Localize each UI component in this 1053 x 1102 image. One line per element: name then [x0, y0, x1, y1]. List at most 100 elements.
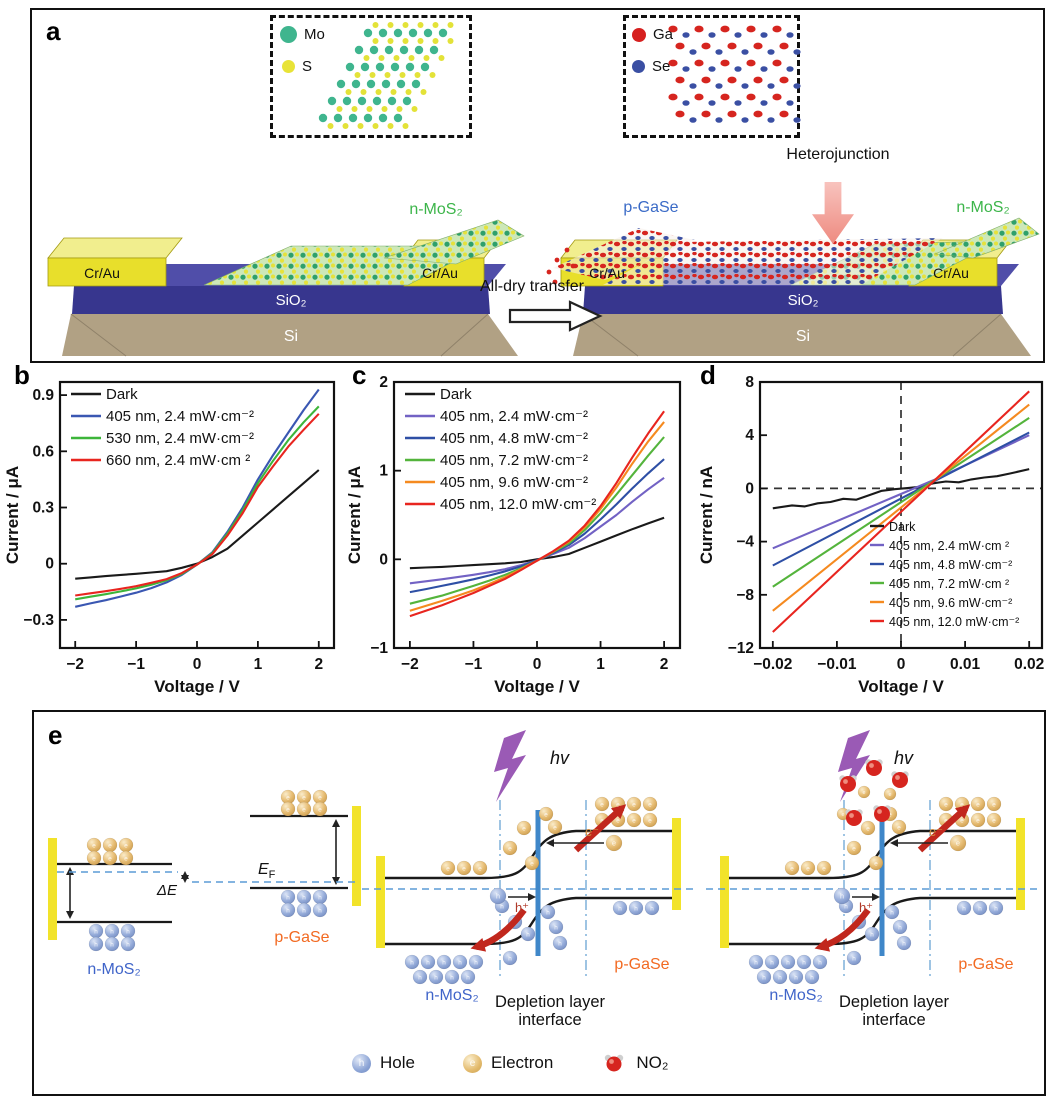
- lightning-icon: [838, 730, 870, 802]
- hole-ball: h: [410, 959, 414, 966]
- electron-ball: e: [960, 817, 964, 824]
- x-tick: 0: [897, 656, 906, 673]
- series-405 nm, 12.0 mW·cm⁻²: [772, 390, 1030, 633]
- legend-item-ga: Ga: [632, 26, 673, 43]
- legend-entry: 405 nm, 7.2 mW·cm⁻²: [440, 452, 588, 469]
- electron-ball: e: [616, 817, 620, 824]
- electron-ball: e: [944, 817, 948, 824]
- hole-ball: h: [554, 924, 558, 931]
- hole-ball: h: [650, 905, 654, 912]
- legend-item-hole: h Hole: [352, 1053, 415, 1073]
- electron-letter: e: [469, 1057, 476, 1069]
- x-tick: 2: [660, 656, 669, 673]
- mo-label: Mo: [304, 26, 325, 43]
- series-660 nm, 2.4 mW·cm ²: [75, 413, 320, 597]
- electron-ball: e: [124, 855, 128, 862]
- x-tick: −2: [401, 656, 419, 673]
- legend-item-se: Se: [632, 58, 670, 75]
- depletion-label-1: Depletion layer: [495, 993, 606, 1011]
- hole-ball: h: [500, 903, 504, 910]
- ga-atom-icon: [632, 27, 646, 42]
- depletion-label-2: interface: [862, 1011, 925, 1029]
- no2-label: NO₂: [636, 1053, 669, 1072]
- y-tick: 0: [745, 480, 754, 497]
- electron-ball: e: [648, 801, 652, 808]
- si-label: Si: [284, 328, 298, 345]
- panel-label-a: a: [46, 16, 61, 46]
- series-Dark: [75, 469, 320, 580]
- y-tick: 0.6: [32, 443, 54, 460]
- hole-ball: h: [840, 892, 844, 901]
- hole-ball: h: [286, 907, 290, 914]
- y-tick: −1: [370, 640, 388, 657]
- hole-ball: h: [442, 959, 446, 966]
- delta-e-label: ΔE: [156, 882, 178, 899]
- x-tick: 0: [533, 656, 542, 673]
- hole-ball: h: [466, 974, 470, 981]
- electron-ball: e: [302, 806, 306, 813]
- electron-ball: e: [286, 794, 290, 801]
- n-mos2-label: n-MoS₂: [409, 201, 462, 218]
- mo-atom-icon: [280, 26, 297, 43]
- s-label: S: [302, 58, 313, 75]
- hole-ball: h: [898, 924, 902, 931]
- hole-ball: h: [94, 928, 98, 935]
- panel-label-c: c: [352, 360, 367, 390]
- electron-ball: e: [806, 865, 810, 872]
- panel-label-e: e: [48, 720, 63, 750]
- hole-ball: h: [762, 974, 766, 981]
- legend-entry: 530 nm, 2.4 mW·cm⁻²: [106, 430, 254, 447]
- electron-ball: e: [318, 794, 322, 801]
- x-tick: 0.01: [950, 656, 981, 673]
- electron-ball: e: [462, 865, 466, 872]
- electron-ball: e: [302, 794, 306, 801]
- y-tick: −0.3: [23, 612, 54, 629]
- y-tick: 0.9: [32, 387, 54, 404]
- electron-ball: e: [446, 865, 450, 872]
- legend-entry: 405 nm, 2.4 mW·cm ²: [889, 539, 1009, 553]
- electron-ball: e: [600, 801, 604, 808]
- electron-ball: e: [976, 817, 980, 824]
- panel-e-legend: h Hole e Electron NO₂: [352, 1052, 668, 1074]
- legend-entry: 405 nm, 9.6 mW·cm⁻²: [440, 474, 588, 491]
- electron-ball: e: [108, 855, 112, 862]
- electron-symbol: e⁻: [929, 824, 943, 839]
- hole-ball: h: [962, 905, 966, 912]
- legend-entry: 405 nm, 2.4 mW·cm⁻²: [440, 408, 588, 425]
- hole-ball: h: [126, 928, 130, 935]
- x-axis-title: Voltage / V: [154, 677, 240, 696]
- hole-ball: h: [818, 959, 822, 966]
- x-tick: −1: [465, 656, 483, 673]
- legend-entry: 660 nm, 2.4 mW·cm ²: [106, 452, 250, 469]
- hole-ball: h: [634, 905, 638, 912]
- panel-label-d: d: [700, 360, 716, 390]
- hole-ball: h: [126, 941, 130, 948]
- legend-entry: Dark: [440, 386, 472, 403]
- x-tick: −2: [66, 656, 84, 673]
- hole-ball: h: [508, 955, 512, 962]
- no2-icon: [605, 1054, 624, 1072]
- electron-ball: e: [632, 801, 636, 808]
- n-mos2-label: n-MoS₂: [87, 961, 140, 978]
- chart-d: −0.02 −0.01 0 0.01 0.02 −12 −8 −4 0 4 8 Voltage / V…: [697, 374, 1044, 696]
- x-axis-title: Voltage / V: [858, 677, 944, 696]
- hole-ball: h: [496, 892, 500, 901]
- chart-c: −2 −1 0 1 2 −1 0 1 2 Voltage / V Current / μA Dark 4…: [345, 374, 682, 696]
- hv-label: hv: [550, 748, 570, 768]
- hole-ball: h: [810, 974, 814, 981]
- electron-ball: e: [124, 842, 128, 849]
- hole-ball: h: [526, 931, 530, 938]
- electron-ball: e: [863, 790, 866, 796]
- p-gase-label: p-GaSe: [958, 956, 1013, 973]
- electron-ball: e: [889, 792, 892, 798]
- hole-icon: h: [352, 1053, 371, 1073]
- legend-entry: Dark: [106, 386, 138, 403]
- sio2-label: SiO₂: [788, 292, 819, 309]
- y-tick: −4: [736, 534, 754, 551]
- hole-ball: h: [890, 909, 894, 916]
- y-axis-title: Current / nA: [697, 466, 716, 564]
- y-tick: −12: [728, 640, 754, 657]
- electron-icon: e: [462, 1053, 482, 1073]
- hole-ball: h: [474, 959, 478, 966]
